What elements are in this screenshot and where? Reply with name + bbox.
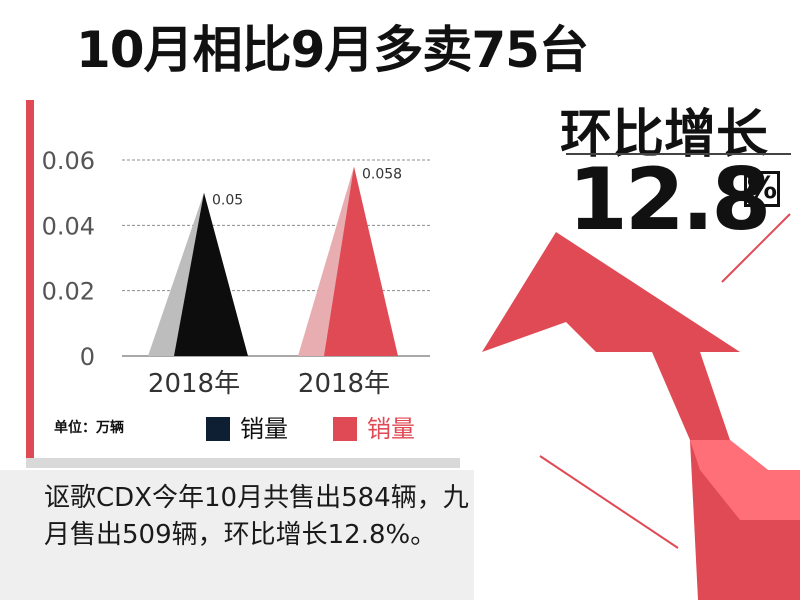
bar-shadow (148, 192, 204, 356)
panel-left-edge (26, 100, 34, 460)
arrow-accent-line-1 (721, 213, 791, 283)
growth-label: 环比增长 (560, 105, 769, 165)
y-tick-label: 0.04 (42, 212, 95, 240)
caption-box (0, 470, 474, 600)
bar (324, 166, 398, 356)
x-tick-label: 2018年 (298, 369, 390, 399)
y-tick-label: 0.06 (42, 147, 95, 175)
growth-percent-sign: % (744, 171, 780, 207)
growth-value: 12.8 (568, 150, 771, 250)
legend-label-1: 销量 (240, 415, 288, 443)
y-tick-label: 0.02 (42, 278, 95, 306)
growth-arrow (482, 232, 800, 600)
caption-text: 讴歌CDX今年10月共售出584辆，九月售出509辆，环比增长12.8%。 (44, 483, 469, 550)
bar (174, 192, 248, 356)
legend-swatch-1 (206, 417, 230, 441)
panel-bottom-shadow (26, 458, 460, 468)
data-label: 0.05 (212, 193, 243, 209)
bar-shadow (298, 166, 354, 356)
x-tick-label: 2018年 (148, 369, 240, 399)
unit-label: 单位：万辆 (54, 420, 124, 436)
legend-swatch-2 (333, 417, 357, 441)
y-tick-label: 0 (80, 343, 95, 371)
arrow-accent-line-2 (539, 455, 679, 549)
growth-underline (566, 153, 791, 155)
arrow-highlight (690, 440, 800, 520)
headline: 10月相比9月多卖75台 (76, 21, 589, 79)
sales-chart: 0 0.02 0.04 0.06 0.05 2018年 0.058 2018年 (42, 147, 430, 399)
legend-label-2: 销量 (367, 415, 415, 443)
data-label: 0.058 (362, 167, 402, 183)
